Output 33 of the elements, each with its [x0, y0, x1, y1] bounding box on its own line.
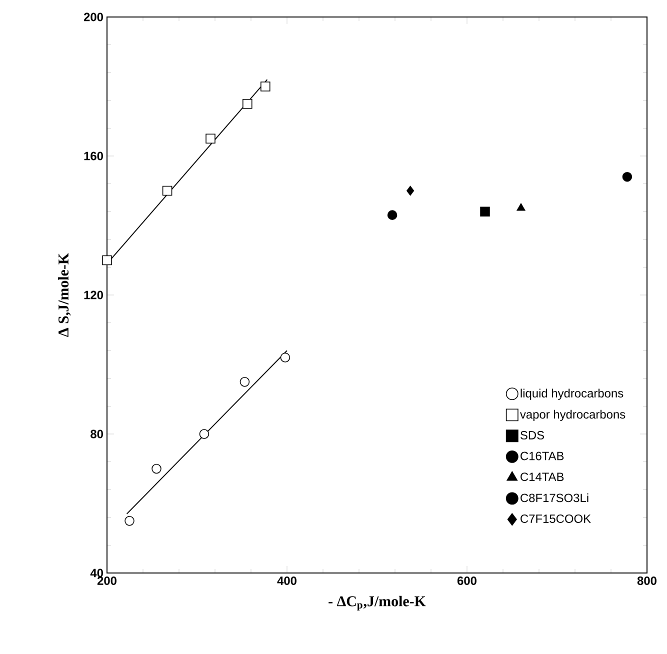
legend-label: C14TAB [520, 472, 564, 482]
y-tick-label: 200 [84, 12, 103, 22]
legend-label: vapor hydrocarbons [520, 410, 626, 422]
x-tick-label: 600 [457, 576, 476, 585]
x-tick-label: 200 [97, 576, 116, 585]
point [124, 516, 134, 526]
point [280, 352, 290, 362]
legend-label: C16TAB [520, 452, 564, 460]
y-tick-label: 40 [90, 568, 103, 578]
y-axis-title: Δ S,J/mole-K [58, 253, 71, 337]
legend-label: SDS [520, 430, 544, 440]
x-tick-label: 800 [637, 576, 656, 585]
legend-label: C7F15COOK [520, 514, 591, 523]
point [622, 172, 632, 182]
point [406, 186, 414, 196]
point [240, 376, 250, 387]
y-tick-label: 160 [84, 152, 103, 160]
point [162, 186, 172, 196]
x-axis-title: - ΔC$_{p}$,J/mole-K [328, 596, 426, 611]
y-tick-label: 120 [84, 290, 103, 300]
point [242, 98, 252, 109]
y-tick-label: 80 [90, 430, 103, 438]
point [260, 82, 270, 92]
legend-label: C8F17SO3Li [520, 493, 588, 502]
point [387, 210, 398, 220]
point [152, 464, 162, 474]
point [102, 255, 112, 266]
point [199, 429, 210, 439]
point [206, 134, 216, 144]
point [516, 203, 526, 211]
point [480, 206, 490, 216]
legend-label: liquid hydrocarbons [520, 388, 624, 400]
x-tick-label: 400 [277, 576, 296, 585]
